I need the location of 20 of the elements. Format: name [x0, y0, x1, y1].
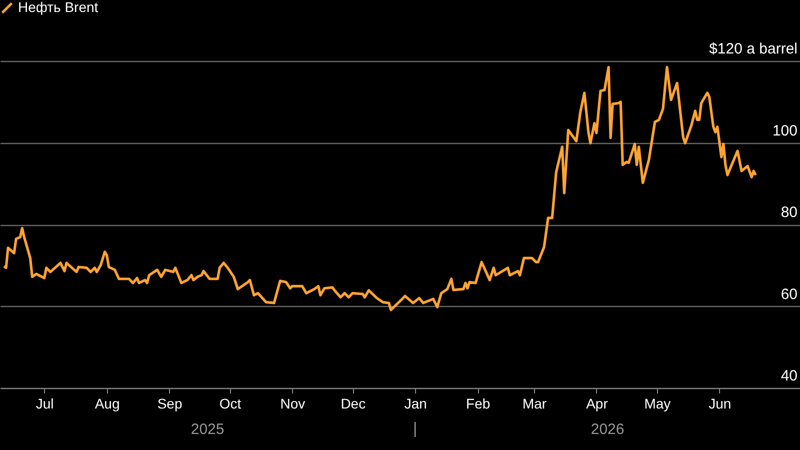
text: 2026 — [590, 421, 624, 438]
y-tick-label: $120 a barrel — [709, 40, 798, 58]
x-tick-label: Dec — [340, 396, 366, 412]
x-tick-label: Mar — [522, 396, 547, 412]
x-tick-label: Oct — [219, 396, 242, 412]
x-tick-label: Apr — [586, 396, 608, 412]
y-tick-label: 100 — [772, 122, 798, 140]
legend-label: Нефть Brent — [18, 0, 98, 15]
x-tick-label: Jul — [36, 396, 54, 412]
y-tick-label: 60 — [780, 286, 798, 303]
x-tick-label: Aug — [94, 396, 120, 412]
x-tick-label: Nov — [280, 396, 306, 412]
x-tick-label: Jan — [404, 396, 427, 412]
y-tick-label: 80 — [780, 204, 798, 221]
x-tick-label: Feb — [466, 396, 490, 412]
x-tick-label: Jun — [708, 396, 732, 412]
y-tick-label: 40 — [780, 368, 798, 384]
text: 2025 — [190, 421, 224, 438]
x-tick-label: May — [644, 396, 671, 412]
x-tick-label: Sep — [157, 396, 182, 412]
